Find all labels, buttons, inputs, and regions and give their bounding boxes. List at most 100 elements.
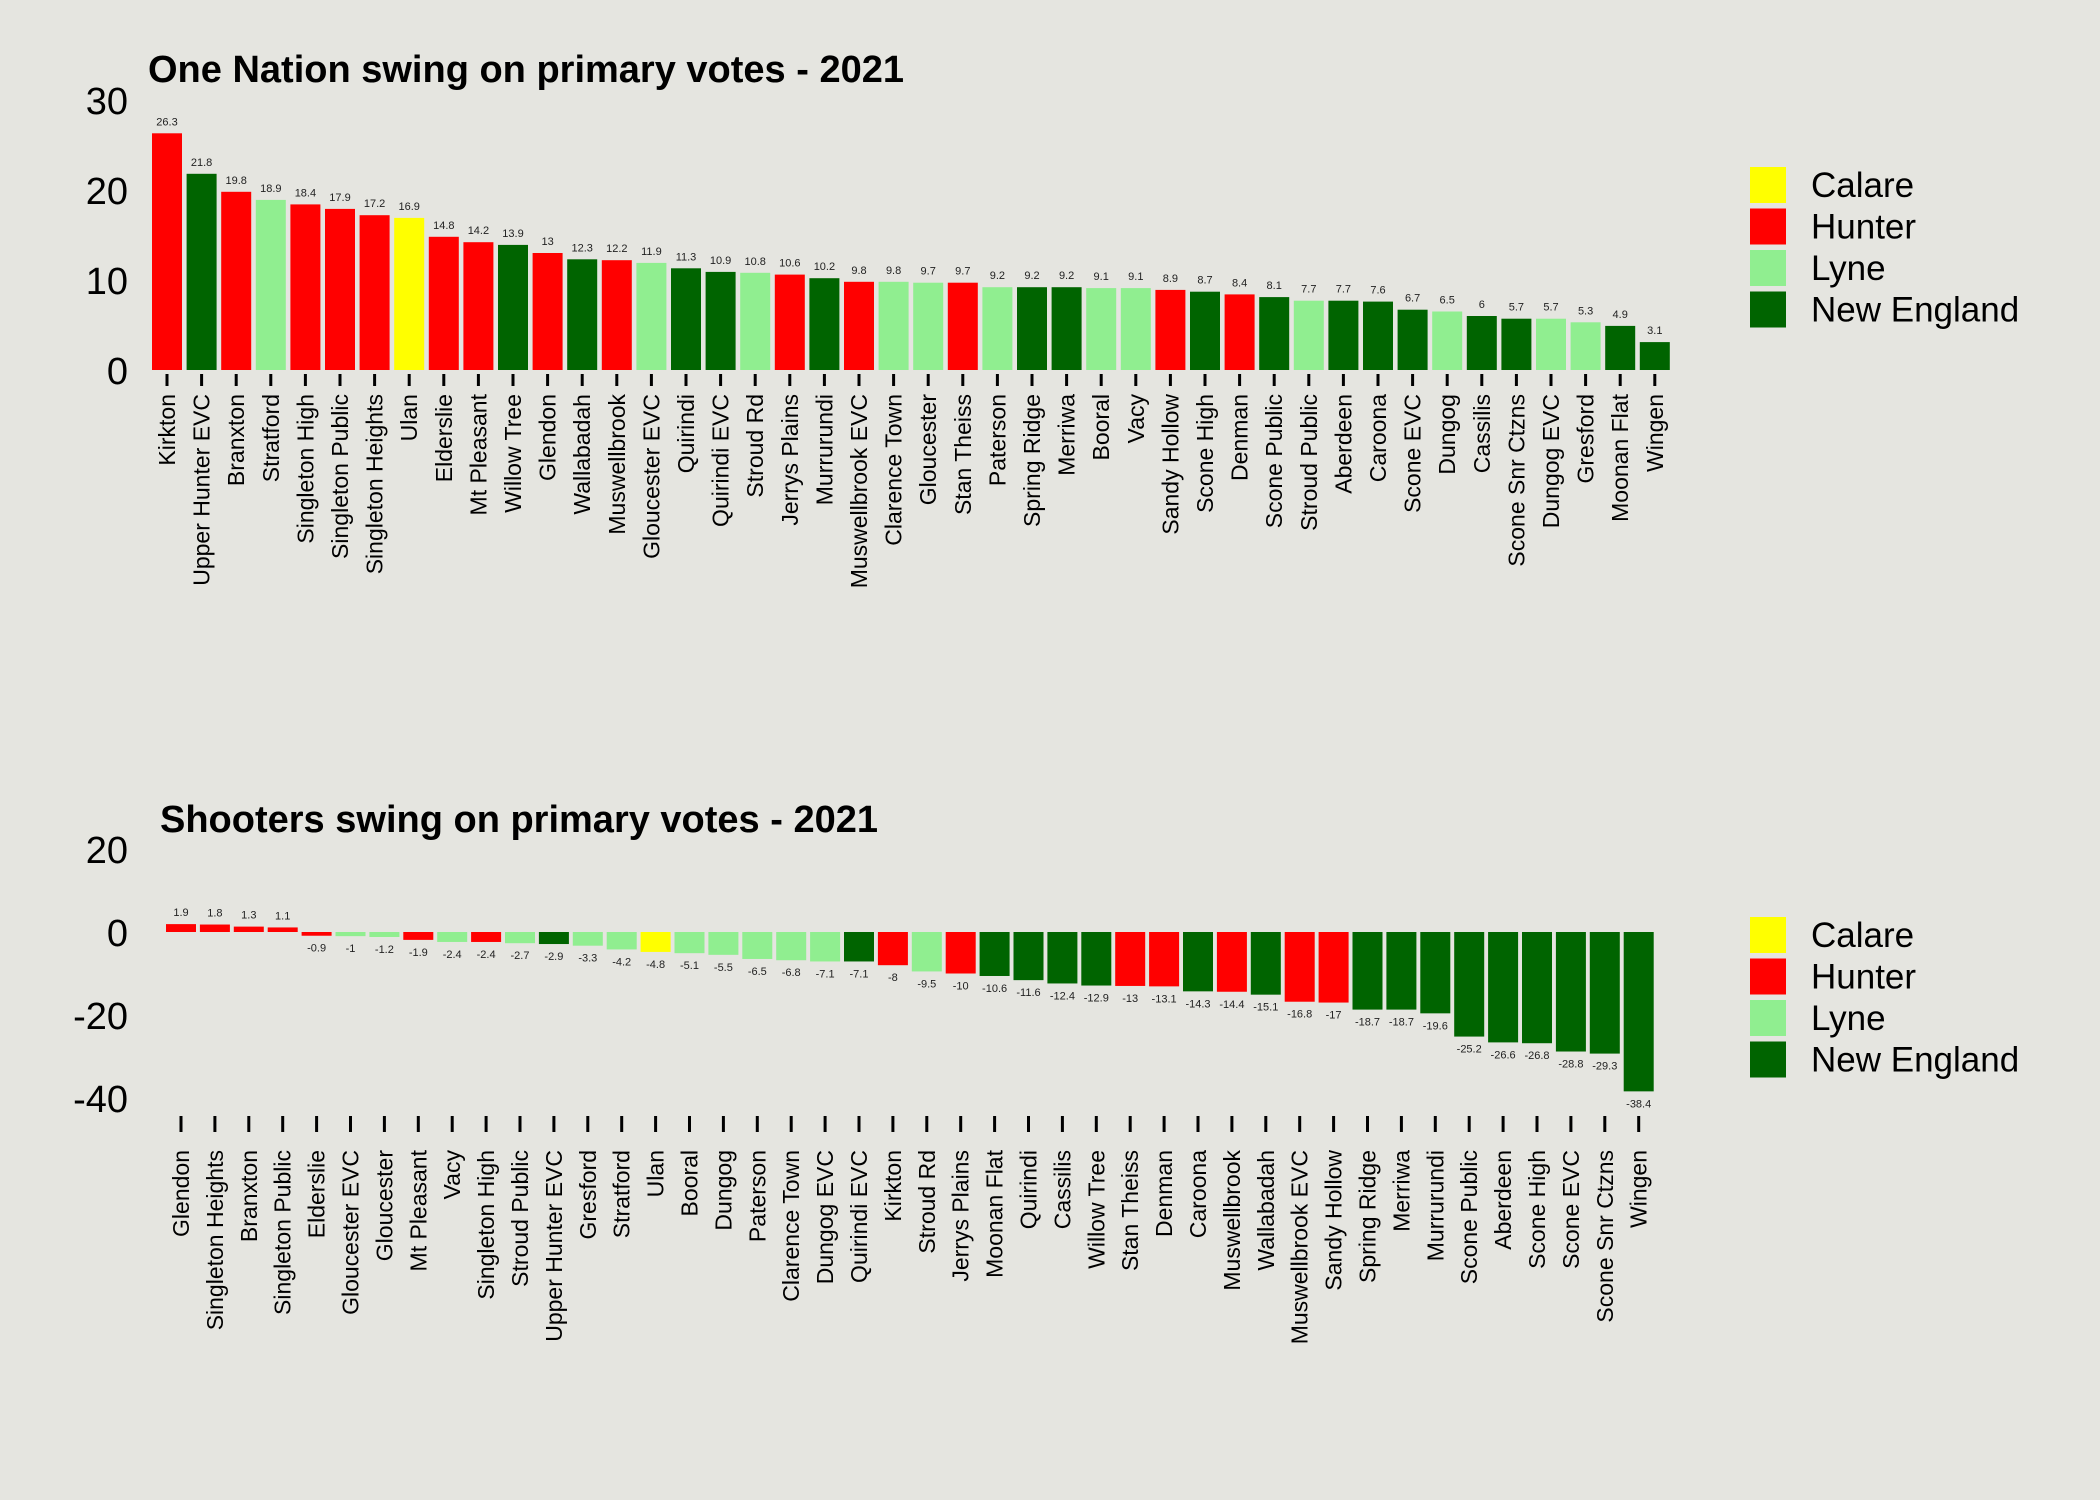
data-label: 4.9: [1613, 309, 1628, 321]
bar: [636, 262, 667, 370]
bar: [878, 281, 909, 370]
x-tick-label: Dungog EVC: [1538, 394, 1564, 528]
chart-title: One Nation swing on primary votes - 2021: [148, 49, 904, 91]
data-label: -26.8: [1524, 1050, 1549, 1062]
data-label: -1.2: [375, 944, 394, 956]
x-tick-label: Upper Hunter EVC: [541, 1150, 567, 1342]
x-tick-label: Wallabadah: [569, 394, 595, 515]
x-tick-label: Gloucester: [915, 394, 941, 506]
x-tick-label: Cassilis: [1469, 394, 1495, 473]
x-tick-label: Scone Snr Ctzns: [1503, 394, 1529, 567]
x-tick-label: Merriwa: [1054, 394, 1080, 476]
bar: [606, 932, 637, 950]
legend-swatch: [1750, 958, 1786, 995]
data-label: 5.7: [1509, 302, 1524, 314]
bar: [1149, 932, 1180, 987]
bar: [1501, 318, 1532, 370]
bar: [1432, 311, 1463, 370]
bar: [1318, 932, 1349, 1003]
x-tick-label: Elderslie: [304, 1150, 330, 1238]
x-tick-label: Scone High: [1192, 394, 1218, 513]
data-label: 11.9: [641, 246, 662, 258]
data-label: -2.9: [544, 951, 563, 963]
x-tick-label: Booral: [677, 1150, 703, 1216]
x-tick-label: Wingen: [1642, 394, 1668, 472]
bar: [742, 932, 773, 959]
data-label: 8.4: [1232, 277, 1247, 289]
data-label: 5.7: [1543, 302, 1558, 314]
data-label: 12.3: [571, 242, 592, 254]
data-label: -11.6: [1016, 987, 1040, 999]
bar: [1155, 289, 1186, 370]
data-label: -2.4: [443, 949, 462, 961]
bar: [152, 133, 182, 370]
x-tick-label: Quirindi EVC: [846, 1150, 872, 1283]
bar: [437, 932, 468, 942]
bar: [1328, 300, 1359, 370]
bar: [1352, 932, 1383, 1010]
bar: [810, 932, 841, 962]
bar: [301, 932, 332, 936]
bar: [1293, 300, 1324, 370]
bar: [1589, 932, 1620, 1054]
x-tick-label: Muswellbrook EVC: [1287, 1150, 1313, 1344]
bar: [1454, 932, 1485, 1037]
x-tick-label: Singleton Heights: [362, 394, 388, 574]
data-label: -38.4: [1626, 1098, 1651, 1110]
x-tick-label: Caroona: [1185, 1150, 1211, 1238]
data-label: 26.3: [156, 116, 177, 128]
data-label: -2.4: [477, 949, 496, 961]
x-tick-label: Singleton Public: [327, 394, 353, 559]
x-tick-label: Denman: [1227, 394, 1253, 481]
data-label: 9.7: [921, 266, 936, 278]
bar: [567, 259, 598, 370]
x-tick-label: Muswellbrook EVC: [846, 394, 872, 588]
x-tick-label: Branxton: [223, 394, 249, 486]
x-tick-label: Stroud Public: [507, 1150, 533, 1287]
bar: [463, 242, 494, 370]
data-label: 5.3: [1578, 305, 1593, 317]
x-tick-label: Merriwa: [1388, 1150, 1414, 1232]
bar: [1623, 932, 1654, 1092]
bar: [359, 215, 390, 370]
data-label: 17.2: [364, 198, 385, 210]
data-label: -28.8: [1558, 1059, 1583, 1071]
bar: [498, 244, 528, 370]
data-label: -19.6: [1423, 1020, 1448, 1032]
y-tick-label: 20: [86, 830, 128, 872]
data-label: -1: [346, 943, 356, 955]
x-tick-label: Kirkton: [880, 1150, 906, 1222]
legend-swatch: [1750, 208, 1786, 245]
bar: [674, 932, 705, 954]
data-label: 7.7: [1301, 284, 1316, 296]
legend-swatch: [1750, 291, 1786, 328]
x-tick-label: Dungog EVC: [812, 1150, 838, 1284]
bar: [255, 199, 286, 370]
bar: [403, 932, 434, 940]
data-label: 8.7: [1197, 275, 1212, 287]
bar: [1183, 932, 1213, 992]
x-tick-label: Clarence Town: [881, 394, 907, 546]
bar: [572, 932, 603, 946]
bar: [705, 271, 736, 370]
data-label: 10.8: [744, 256, 765, 268]
x-tick-label: Quirindi: [1016, 1150, 1042, 1229]
data-label: 12.2: [606, 243, 627, 255]
x-tick-label: Muswellbrook: [604, 394, 630, 535]
x-tick-label: Kirkton: [154, 394, 180, 466]
x-tick-label: Gresford: [575, 1150, 601, 1239]
bar: [982, 287, 1013, 370]
legend-label: Hunter: [1811, 958, 1916, 997]
x-tick-label: Cassilis: [1049, 1150, 1075, 1229]
data-label: -5.1: [680, 960, 699, 972]
legend-swatch: [1750, 250, 1786, 286]
data-label: 1.9: [173, 907, 188, 919]
x-tick-label: Scone Public: [1456, 1150, 1482, 1284]
data-label: -26.6: [1491, 1049, 1516, 1061]
bottom-chart: Shooters swing on primary votes - 2021 -4…: [73, 799, 2019, 1344]
data-label: -6.5: [748, 966, 767, 978]
data-label: 7.7: [1336, 284, 1351, 296]
x-tick-label: Scone High: [1524, 1150, 1550, 1269]
x-tick-label: Jerrys Plains: [948, 1150, 974, 1282]
